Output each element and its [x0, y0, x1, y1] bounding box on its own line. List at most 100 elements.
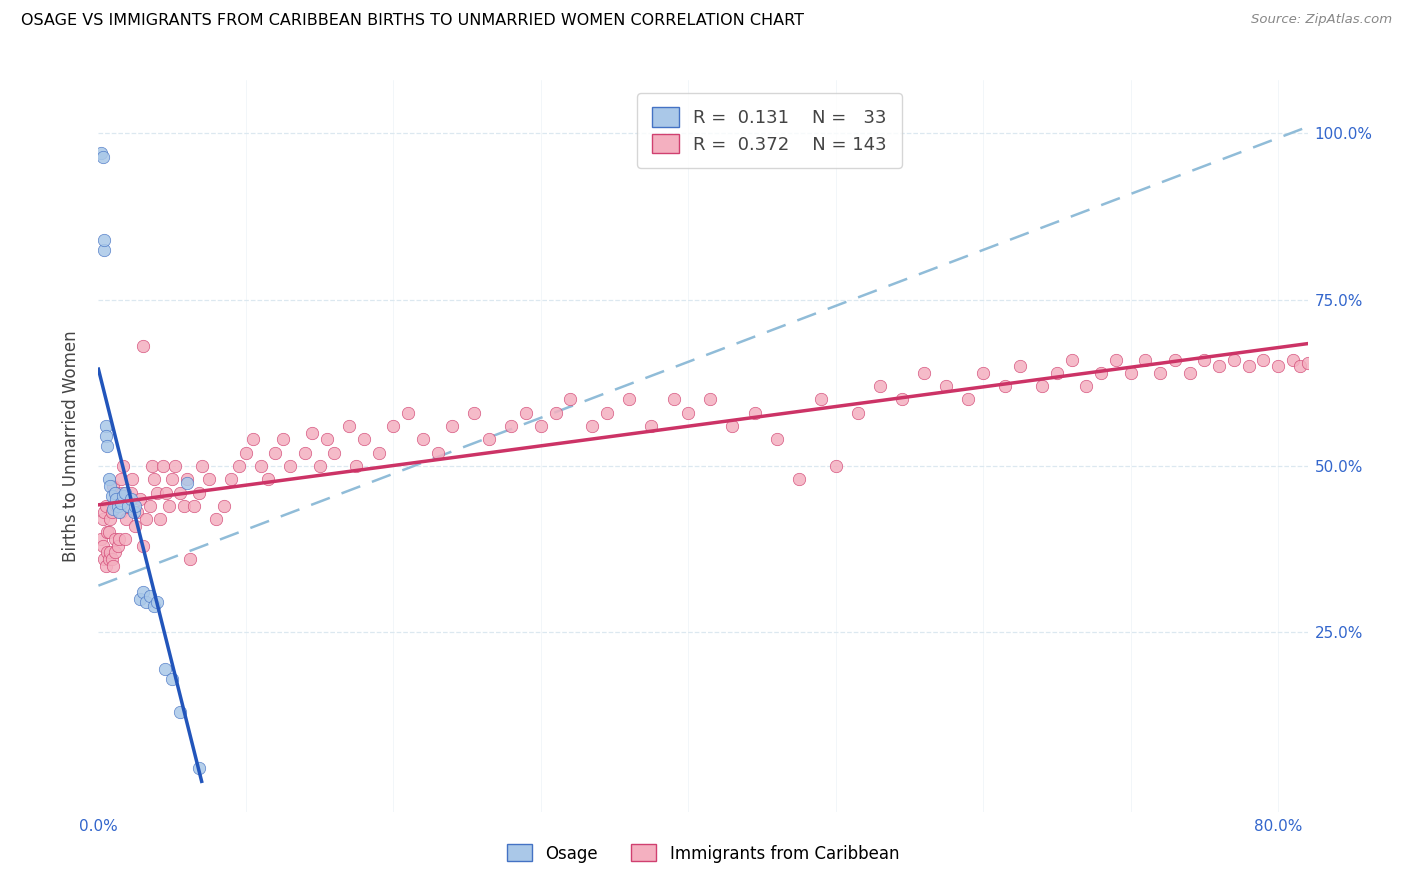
Point [1296, 356, 1319, 370]
Point [107, 499, 129, 513]
Point [120, 492, 142, 507]
Point [891, 392, 914, 407]
Point [117, 499, 139, 513]
Point [110, 472, 132, 486]
Point [90, 532, 112, 546]
Point [1060, 352, 1083, 367]
Point [94, 419, 117, 434]
Point [139, 589, 162, 603]
Point [228, 458, 250, 473]
Point [765, 433, 787, 447]
Point [128, 591, 150, 606]
Point [101, 479, 124, 493]
Point [101, 502, 124, 516]
Point [128, 492, 150, 507]
Point [515, 406, 537, 420]
Point [1076, 379, 1098, 393]
Point [97, 472, 120, 486]
Point [97, 552, 120, 566]
Point [1194, 352, 1216, 367]
Point [94, 499, 117, 513]
Point [143, 472, 166, 486]
Point [308, 458, 330, 473]
Point [135, 512, 157, 526]
Point [96, 439, 118, 453]
Point [114, 485, 136, 500]
Point [678, 406, 700, 420]
Point [346, 458, 368, 473]
Point [257, 472, 280, 486]
Point [846, 406, 869, 420]
Point [139, 499, 162, 513]
Point [165, 458, 187, 473]
Point [131, 339, 153, 353]
Point [810, 392, 832, 407]
Point [104, 545, 127, 559]
Point [1135, 352, 1157, 367]
Point [530, 419, 553, 434]
Point [1178, 366, 1201, 380]
Point [1237, 359, 1260, 374]
Point [131, 585, 153, 599]
Point [105, 485, 128, 500]
Point [1303, 356, 1326, 370]
Point [721, 419, 744, 434]
Point [176, 475, 198, 490]
Point [212, 499, 235, 513]
Point [190, 458, 212, 473]
Point [1267, 359, 1289, 374]
Text: Source: ZipAtlas.com: Source: ZipAtlas.com [1251, 13, 1392, 27]
Point [110, 506, 132, 520]
Point [98, 512, 121, 526]
Point [249, 458, 271, 473]
Point [596, 406, 619, 420]
Point [115, 512, 138, 526]
Point [382, 419, 405, 434]
Point [1253, 352, 1275, 367]
Point [426, 445, 449, 459]
Point [91, 539, 114, 553]
Point [160, 672, 183, 686]
Point [94, 429, 117, 443]
Point [91, 512, 114, 526]
Point [1223, 352, 1246, 367]
Point [581, 419, 603, 434]
Point [294, 445, 316, 459]
Point [619, 392, 641, 407]
Point [1310, 359, 1333, 374]
Point [972, 366, 994, 380]
Point [264, 445, 287, 459]
Point [101, 558, 124, 573]
Point [169, 485, 191, 500]
Point [198, 472, 221, 486]
Point [96, 545, 118, 559]
Point [93, 243, 115, 257]
Point [90, 146, 112, 161]
Point [640, 419, 662, 434]
Point [141, 458, 163, 473]
Point [824, 458, 846, 473]
Point [120, 485, 142, 500]
Point [124, 499, 146, 513]
Point [1208, 359, 1230, 374]
Point [1289, 359, 1312, 374]
Point [501, 419, 523, 434]
Point [93, 506, 115, 520]
Point [107, 539, 129, 553]
Point [125, 506, 148, 520]
Point [169, 705, 191, 719]
Point [323, 445, 346, 459]
Point [1119, 366, 1142, 380]
Point [97, 525, 120, 540]
Point [135, 595, 157, 609]
Point [544, 406, 567, 420]
Point [152, 458, 174, 473]
Point [301, 425, 323, 440]
Point [112, 489, 135, 503]
Point [93, 552, 115, 566]
Point [1319, 356, 1341, 370]
Point [104, 532, 127, 546]
Point [122, 506, 145, 520]
Point [173, 499, 195, 513]
Point [111, 485, 134, 500]
